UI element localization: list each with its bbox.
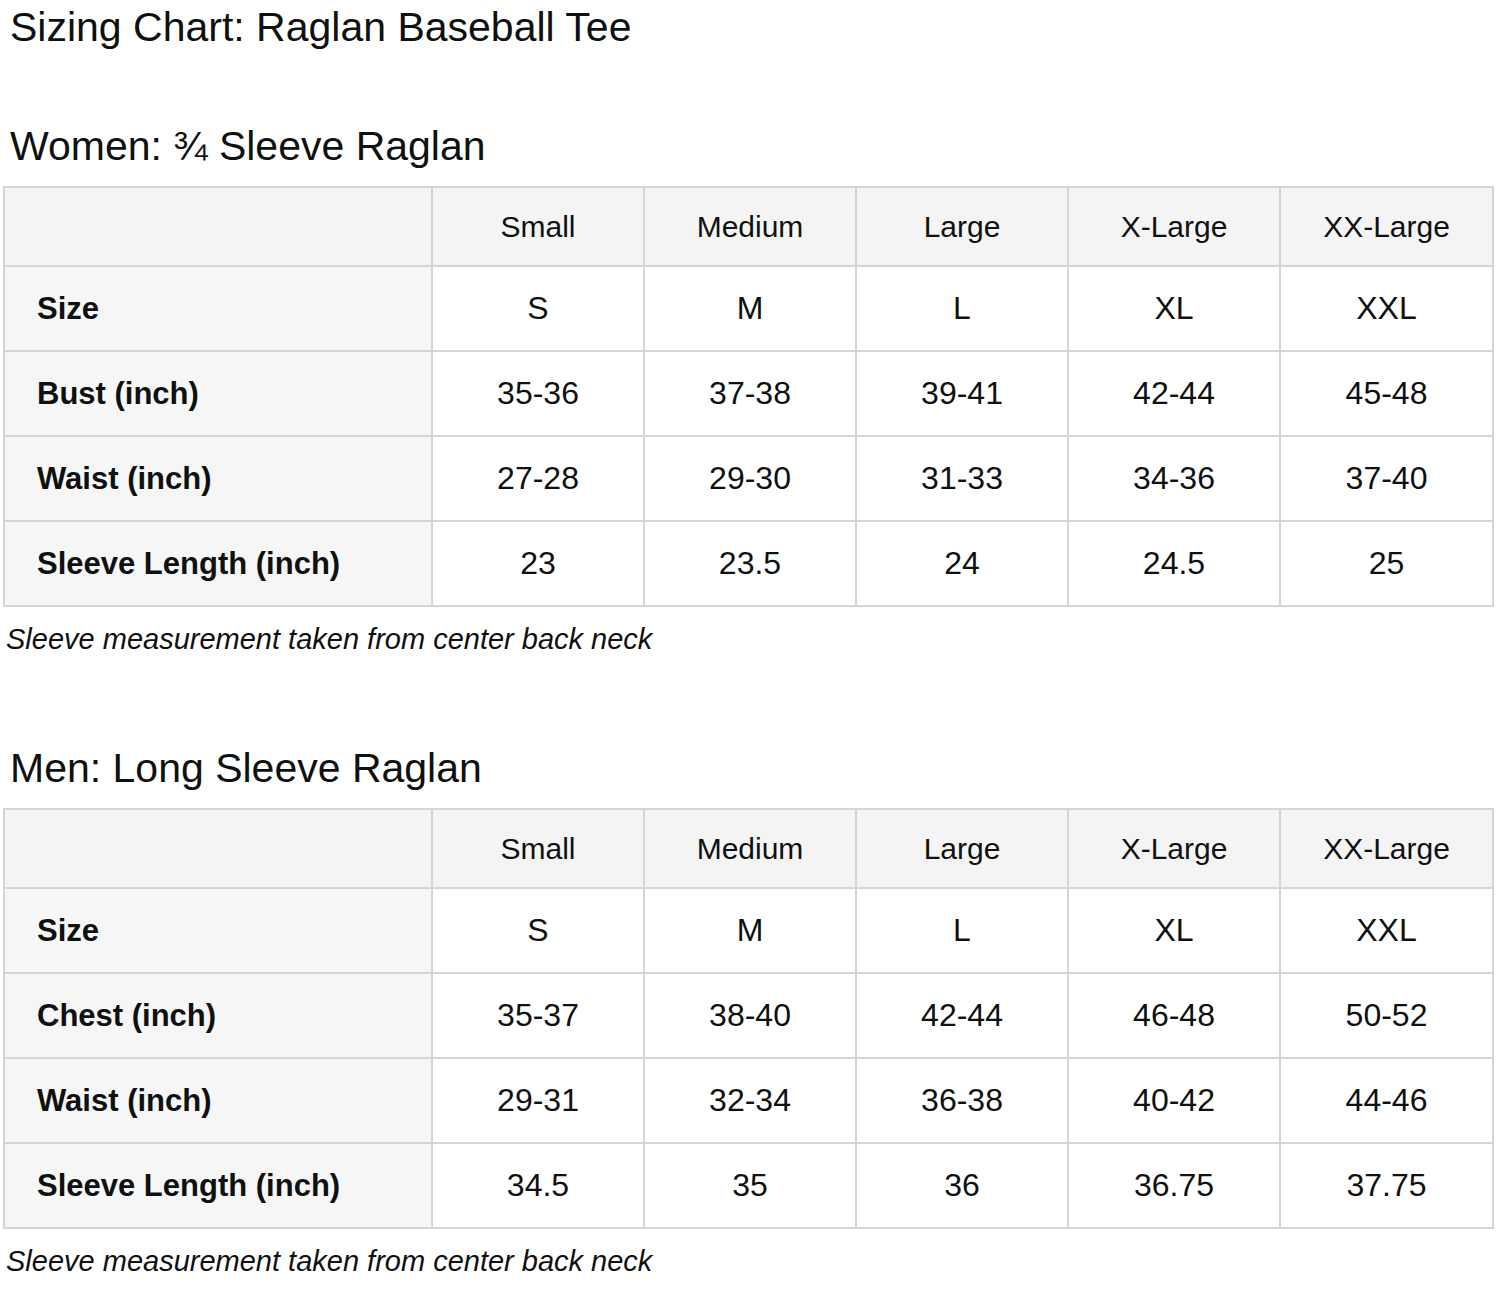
data-cell: 46-48: [1068, 973, 1280, 1058]
data-cell: 35: [644, 1143, 856, 1228]
table-row: Waist (inch)27-2829-3031-3334-3637-40: [4, 436, 1493, 521]
data-cell: 23.5: [644, 521, 856, 606]
section-note: Sleeve measurement taken from center bac…: [6, 622, 1500, 657]
data-cell: L: [856, 266, 1068, 351]
data-cell: M: [644, 266, 856, 351]
column-header-cell: Large: [856, 187, 1068, 266]
table-header-row: SmallMediumLargeX-LargeXX-Large: [4, 809, 1493, 888]
data-cell: 32-34: [644, 1058, 856, 1143]
row-label-cell: Bust (inch): [4, 351, 432, 436]
row-label-cell: Sleeve Length (inch): [4, 521, 432, 606]
data-cell: 31-33: [856, 436, 1068, 521]
column-header-cell: Small: [432, 809, 644, 888]
sizing-chart-page: Sizing Chart: Raglan Baseball Tee Women:…: [0, 0, 1500, 1279]
table-row: SizeSMLXLXXL: [4, 888, 1493, 973]
size-section-women: Women: ¾ Sleeve Raglan SmallMediumLargeX…: [0, 123, 1500, 657]
data-cell: 36: [856, 1143, 1068, 1228]
table-row: Chest (inch)35-3738-4042-4446-4850-52: [4, 973, 1493, 1058]
corner-cell: [4, 187, 432, 266]
data-cell: 37.75: [1280, 1143, 1493, 1228]
data-cell: 50-52: [1280, 973, 1493, 1058]
data-cell: 38-40: [644, 973, 856, 1058]
data-cell: 34.5: [432, 1143, 644, 1228]
corner-cell: [4, 809, 432, 888]
sizing-table: SmallMediumLargeX-LargeXX-Large SizeSMLX…: [3, 186, 1494, 607]
table-row: Waist (inch)29-3132-3436-3840-4244-46: [4, 1058, 1493, 1143]
data-cell: S: [432, 266, 644, 351]
row-label-cell: Waist (inch): [4, 436, 432, 521]
data-cell: 34-36: [1068, 436, 1280, 521]
column-header-cell: Small: [432, 187, 644, 266]
data-cell: 40-42: [1068, 1058, 1280, 1143]
column-header-cell: Medium: [644, 187, 856, 266]
table-body: SizeSMLXLXXLBust (inch)35-3637-3839-4142…: [4, 266, 1493, 606]
data-cell: 35-36: [432, 351, 644, 436]
table-head: SmallMediumLargeX-LargeXX-Large: [4, 809, 1493, 888]
data-cell: 36-38: [856, 1058, 1068, 1143]
data-cell: 24: [856, 521, 1068, 606]
page-title: Sizing Chart: Raglan Baseball Tee: [10, 4, 1500, 51]
data-cell: XXL: [1280, 888, 1493, 973]
sections: Women: ¾ Sleeve Raglan SmallMediumLargeX…: [0, 123, 1500, 1279]
row-label-cell: Sleeve Length (inch): [4, 1143, 432, 1228]
row-label-cell: Chest (inch): [4, 973, 432, 1058]
data-cell: 42-44: [856, 973, 1068, 1058]
column-header-cell: X-Large: [1068, 809, 1280, 888]
column-header-cell: XX-Large: [1280, 187, 1493, 266]
column-header-cell: X-Large: [1068, 187, 1280, 266]
row-label-cell: Size: [4, 266, 432, 351]
data-cell: 36.75: [1068, 1143, 1280, 1228]
data-cell: XXL: [1280, 266, 1493, 351]
table-row: Bust (inch)35-3637-3839-4142-4445-48: [4, 351, 1493, 436]
data-cell: 25: [1280, 521, 1493, 606]
table-row: SizeSMLXLXXL: [4, 266, 1493, 351]
data-cell: 42-44: [1068, 351, 1280, 436]
data-cell: L: [856, 888, 1068, 973]
data-cell: XL: [1068, 888, 1280, 973]
table-body: SizeSMLXLXXLChest (inch)35-3738-4042-444…: [4, 888, 1493, 1228]
column-header-cell: Large: [856, 809, 1068, 888]
column-header-cell: Medium: [644, 809, 856, 888]
data-cell: 35-37: [432, 973, 644, 1058]
section-heading: Men: Long Sleeve Raglan: [10, 745, 1500, 792]
data-cell: 44-46: [1280, 1058, 1493, 1143]
data-cell: 23: [432, 521, 644, 606]
data-cell: 39-41: [856, 351, 1068, 436]
data-cell: 45-48: [1280, 351, 1493, 436]
data-cell: M: [644, 888, 856, 973]
table-header-row: SmallMediumLargeX-LargeXX-Large: [4, 187, 1493, 266]
size-section-men: Men: Long Sleeve Raglan SmallMediumLarge…: [0, 745, 1500, 1279]
data-cell: S: [432, 888, 644, 973]
row-label-cell: Size: [4, 888, 432, 973]
column-header-cell: XX-Large: [1280, 809, 1493, 888]
data-cell: XL: [1068, 266, 1280, 351]
table-row: Sleeve Length (inch)34.5353636.7537.75: [4, 1143, 1493, 1228]
data-cell: 37-40: [1280, 436, 1493, 521]
section-note: Sleeve measurement taken from center bac…: [6, 1244, 1500, 1279]
row-label-cell: Waist (inch): [4, 1058, 432, 1143]
data-cell: 29-30: [644, 436, 856, 521]
data-cell: 29-31: [432, 1058, 644, 1143]
section-heading: Women: ¾ Sleeve Raglan: [10, 123, 1500, 170]
sizing-table: SmallMediumLargeX-LargeXX-Large SizeSMLX…: [3, 808, 1494, 1229]
data-cell: 37-38: [644, 351, 856, 436]
data-cell: 24.5: [1068, 521, 1280, 606]
table-head: SmallMediumLargeX-LargeXX-Large: [4, 187, 1493, 266]
table-row: Sleeve Length (inch)2323.52424.525: [4, 521, 1493, 606]
data-cell: 27-28: [432, 436, 644, 521]
